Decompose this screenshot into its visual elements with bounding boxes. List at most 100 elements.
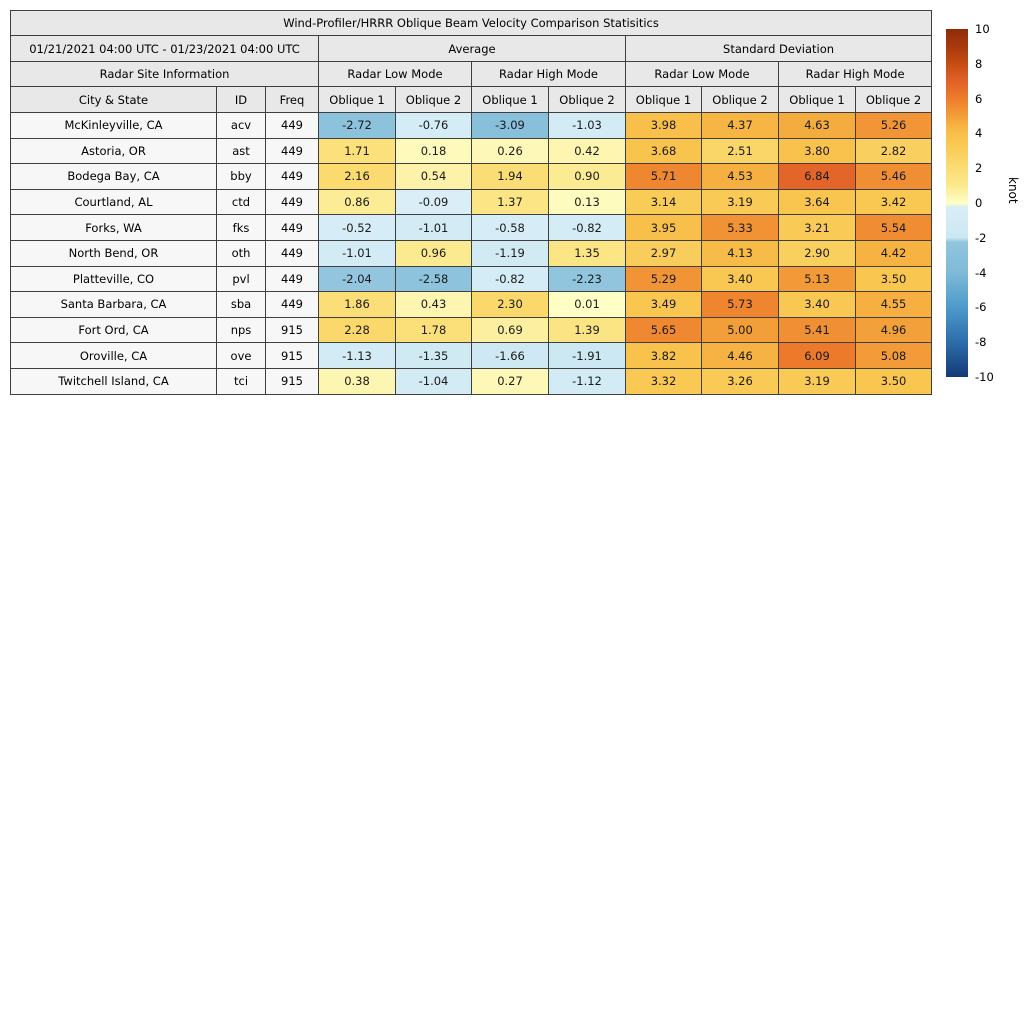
col-oblique: Oblique 2 (548, 86, 626, 113)
value-cell: 0.54 (395, 163, 472, 190)
value-cell: 3.32 (625, 367, 702, 395)
value-cell: 0.26 (471, 137, 549, 165)
value-cell: 1.94 (471, 163, 549, 190)
id-cell: sba (216, 291, 266, 318)
value-cell: 3.19 (701, 188, 779, 216)
value-cell: 5.46 (854, 163, 933, 190)
value-cell: 2.51 (701, 137, 779, 165)
value-cell: -3.09 (471, 112, 549, 139)
value-cell: -1.03 (548, 112, 626, 139)
table-row: McKinleyville, CA acv 449 -2.72 -0.76 -3.09 -1… (10, 112, 933, 139)
colorbar-tick-label: -6 (975, 300, 987, 315)
value-cell: -2.04 (318, 265, 396, 293)
table-body: McKinleyville, CA acv 449 -2.72 -0.76 -3.09 -1… (10, 112, 933, 395)
value-cell: 1.78 (395, 316, 472, 344)
value-cell: 4.37 (701, 112, 779, 139)
value-cell: 3.80 (778, 137, 856, 165)
colorbar-tick-label: -4 (975, 265, 987, 280)
std-radar-high-mode: Radar High Mode (777, 61, 933, 87)
table-row: Oroville, CA ove 915 -1.13 -1.35 -1.66 -1.91 3.… (10, 342, 933, 369)
id-cell: pvl (216, 265, 266, 293)
value-cell: 3.95 (625, 214, 702, 241)
value-cell: 5.71 (625, 163, 702, 190)
city-cell: Courtland, AL (10, 188, 217, 216)
value-cell: 6.84 (778, 163, 856, 190)
table-row: North Bend, OR oth 449 -1.01 0.96 -1.19 1.35 2.… (10, 239, 933, 267)
table-title: Wind-Profiler/HRRR Oblique Beam Velocity… (9, 10, 933, 36)
city-cell: Oroville, CA (10, 342, 217, 369)
value-cell: 1.71 (318, 137, 396, 165)
freq-cell: 449 (265, 112, 319, 139)
value-cell: 3.82 (625, 342, 702, 369)
value-cell: 5.26 (854, 112, 933, 139)
value-cell: 3.40 (701, 265, 779, 293)
value-cell: 1.35 (548, 239, 626, 267)
value-cell: 3.42 (854, 188, 933, 216)
colorbar-tick-label: 10 (975, 22, 990, 36)
table-row: Twitchell Island, CA tci 915 0.38 -1.04 0.27-… (10, 367, 933, 395)
value-cell: 5.13 (778, 265, 856, 293)
col-id: ID (216, 86, 266, 113)
value-cell: 2.97 (625, 239, 702, 267)
id-cell: bby (216, 163, 266, 190)
value-cell: -2.23 (548, 265, 626, 293)
id-cell: oth (216, 239, 266, 267)
colorbar-gradient (946, 29, 968, 377)
value-cell: 5.29 (625, 265, 702, 293)
value-cell: 2.28 (318, 316, 396, 344)
title-row: Wind-Profiler/HRRR Oblique Beam Velocity… (9, 10, 933, 36)
value-cell: 5.33 (701, 214, 779, 241)
colorbar-tick-label: -2 (975, 230, 987, 245)
value-cell: 4.63 (778, 112, 856, 139)
value-cell: 6.09 (778, 342, 856, 369)
table-row: Bodega Bay, CA bby 449 2.16 0.54 1.94 0.90 5.71… (10, 163, 933, 190)
value-cell: -1.13 (318, 342, 396, 369)
value-cell: 3.68 (625, 137, 702, 165)
value-cell: -1.04 (395, 367, 472, 395)
value-cell: -1.35 (395, 342, 472, 369)
value-cell: 5.08 (854, 342, 933, 369)
column-header-row: City & State ID Freq Oblique 1 Oblique 2… (10, 86, 933, 113)
freq-cell: 449 (265, 137, 319, 165)
col-oblique: Oblique 2 (854, 86, 933, 113)
col-oblique: Oblique 2 (701, 86, 779, 113)
colorbar: 10 8 6 4 2 0 -2 -4 -6 -8 -10 knot (946, 22, 1020, 384)
value-cell: 0.96 (395, 239, 472, 267)
value-cell: 3.64 (778, 188, 856, 216)
table-header: Wind-Profiler/HRRR Oblique Beam Velocity… (9, 10, 933, 113)
id-cell: fks (216, 214, 266, 241)
freq-cell: 449 (265, 163, 319, 190)
freq-cell: 449 (265, 214, 319, 241)
freq-cell: 915 (265, 342, 319, 369)
col-city-state: City & State (10, 86, 217, 113)
value-cell: 5.41 (778, 316, 856, 344)
table-row: Forks, WA fks 449 -0.52 -1.01 -0.58 -0.82 3.95 5… (10, 214, 933, 241)
value-cell: -0.82 (548, 214, 626, 241)
value-cell: 4.42 (854, 239, 933, 267)
value-cell: 3.26 (701, 367, 779, 395)
city-cell: Astoria, OR (10, 137, 217, 165)
city-cell: Bodega Bay, CA (10, 163, 217, 190)
city-cell: Platteville, CO (10, 265, 217, 293)
city-cell: Forks, WA (10, 214, 217, 241)
avg-radar-high-mode: Radar High Mode (471, 61, 626, 87)
value-cell: 0.38 (318, 367, 396, 395)
value-cell: 0.43 (395, 291, 472, 318)
value-cell: 0.18 (395, 137, 472, 165)
city-cell: McKinleyville, CA (10, 112, 217, 139)
freq-cell: 915 (265, 316, 319, 344)
value-cell: 0.86 (318, 188, 396, 216)
freq-cell: 449 (265, 265, 319, 293)
freq-cell: 449 (265, 239, 319, 267)
value-cell: -1.19 (471, 239, 549, 267)
city-cell: Santa Barbara, CA (10, 291, 217, 318)
city-cell: Fort Ord, CA (10, 316, 217, 344)
col-oblique: Oblique 1 (471, 86, 549, 113)
id-cell: tci (216, 367, 266, 395)
colorbar-tick-label: 6 (975, 91, 983, 106)
value-cell: 2.90 (778, 239, 856, 267)
value-cell: -1.01 (395, 214, 472, 241)
id-cell: acv (216, 112, 266, 139)
value-cell: 4.13 (701, 239, 779, 267)
